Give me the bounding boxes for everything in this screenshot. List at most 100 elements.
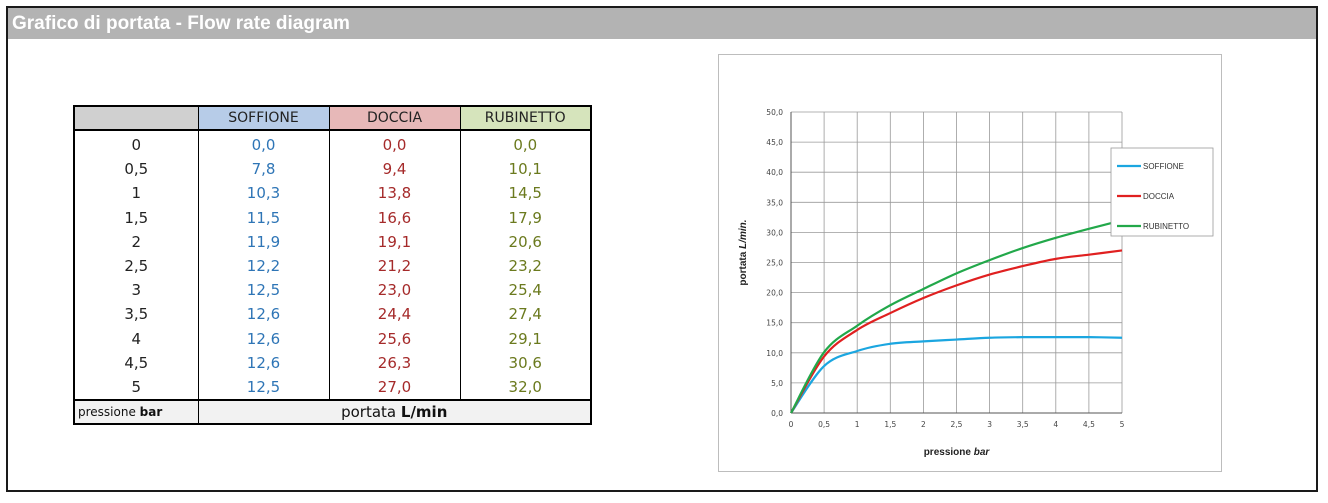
table-row: 3,5 12,6 24,4 27,4 [74, 302, 591, 327]
x-tick-label: 1 [855, 420, 860, 429]
y-tick-label: 50,0 [766, 108, 783, 117]
table-body: 0 0,0 0,0 0,0 0,5 7,8 9,4 10,1 1 10,3 13,8 14,5 1,5 1… [74, 130, 591, 401]
doccia-cell: 13,8 [328, 181, 460, 206]
x-tick-label: 3 [987, 420, 992, 429]
doccia-cell: 19,1 [328, 229, 460, 254]
soffione-cell: 12,5 [197, 278, 329, 303]
doccia-cell: 24,4 [328, 302, 460, 327]
y-tick-label: 35,0 [766, 198, 783, 207]
doccia-cell: 27,0 [328, 374, 460, 401]
y-tick-label: 30,0 [766, 228, 783, 237]
series-line-soffione [790, 336, 1123, 414]
doccia-cell: 26,3 [328, 350, 460, 375]
doccia-cell: 9,4 [328, 157, 460, 182]
soffione-cell: 12,2 [197, 253, 329, 279]
rubinetto-cell: 10,1 [459, 157, 591, 182]
y-tick-label: 10,0 [766, 349, 783, 358]
rubinetto-cell: 27,4 [459, 302, 591, 327]
y-tick-label: 25,0 [766, 259, 783, 268]
rubinetto-cell: 32,0 [459, 374, 591, 401]
pressure-cell: 2,5 [124, 257, 149, 276]
rubinetto-cell: 20,6 [459, 229, 591, 254]
pressure-cell: 5 [131, 377, 142, 396]
rubinetto-cell: 25,4 [459, 278, 591, 303]
window-title: Grafico di portata - Flow rate diagram [8, 8, 1316, 39]
soffione-cell: 7,8 [197, 157, 329, 182]
soffione-cell: 12,5 [197, 374, 329, 401]
rubinetto-cell: 0,0 [459, 130, 591, 158]
y-tick-label: 0,0 [771, 409, 783, 418]
pressure-cell: 3 [131, 281, 142, 300]
doccia-cell: 16,6 [328, 205, 460, 230]
header-doccia: DOCCIA [328, 106, 460, 131]
flow-rate-chart: 0,0 5,0 10,0 15,0 20,0 25,0 30,0 35,0 40,0 45,0 50… [718, 54, 1222, 472]
table-row: 0,5 7,8 9,4 10,1 [74, 157, 591, 182]
header-blank [74, 106, 198, 131]
y-tick-label: 15,0 [766, 319, 783, 328]
x-tick-label: 1,5 [884, 420, 896, 429]
legend-label-soffione: SOFFIONE [1143, 162, 1184, 171]
pressure-cell: 3,5 [124, 305, 149, 324]
legend-label-rubinetto: RUBINETTO [1143, 222, 1189, 231]
legend-label-doccia: DOCCIA [1143, 192, 1175, 201]
rubinetto-cell: 14,5 [459, 181, 591, 206]
y-tick-label: 20,0 [766, 289, 783, 298]
table-row: 4,5 12,6 26,3 30,6 [74, 350, 591, 375]
pressure-cell: 4 [131, 329, 142, 348]
x-axis-label: pressione bar [924, 447, 991, 458]
soffione-cell: 12,6 [197, 302, 329, 327]
doccia-cell: 25,6 [328, 326, 460, 351]
flow-unit: L/min [400, 403, 448, 422]
rubinetto-cell: 23,2 [459, 253, 591, 279]
y-axis-label: portata L/min. [738, 219, 749, 285]
table-row: 3 12,5 23,0 25,4 [74, 278, 591, 303]
table-row: 4 12,6 25,6 29,1 [74, 326, 591, 351]
table-row: 5 12,5 27,0 32,0 [74, 374, 591, 401]
table-row: 2 11,9 19,1 20,6 [74, 229, 591, 254]
doccia-cell: 0,0 [328, 130, 460, 158]
table-row: 1,5 11,5 16,6 17,9 [74, 205, 591, 230]
soffione-cell: 12,6 [197, 350, 329, 375]
pressure-unit: bar [139, 405, 163, 420]
chart-svg: 0,05,010,015,020,025,030,035,040,045,050… [738, 108, 1214, 458]
pressure-cell: 0,5 [124, 160, 149, 179]
series-line-rubinetto [790, 219, 1123, 414]
pressure-cell: 4,5 [124, 353, 149, 372]
y-tick-label: 5,0 [771, 379, 783, 388]
soffione-cell: 10,3 [197, 181, 329, 206]
table-header-row: SOFFIONE DOCCIA RUBINETTO [74, 106, 591, 131]
series-line-doccia [790, 249, 1123, 414]
pressure-cell: 0 [131, 136, 142, 155]
x-tick-label: 3,5 [1017, 420, 1029, 429]
legend-box [1110, 147, 1214, 237]
window-frame: Grafico di portata - Flow rate diagram S… [6, 6, 1318, 492]
y-tick-label: 45,0 [766, 138, 783, 147]
header-rubinetto: RUBINETTO [459, 106, 591, 131]
x-tick-label: 0 [789, 420, 794, 429]
x-tick-label: 5 [1120, 420, 1125, 429]
pressure-cell: 2 [131, 232, 142, 251]
y-tick-label: 40,0 [766, 168, 783, 177]
flow-unit-cell: portata L/min [198, 399, 591, 425]
rubinetto-cell: 29,1 [459, 326, 591, 351]
x-tick-label: 4,5 [1083, 420, 1095, 429]
pressure-cell: 1,5 [124, 208, 149, 227]
pressure-label: pressione [78, 405, 136, 420]
pressure-cell: 1 [131, 184, 142, 203]
x-tick-label: 2,5 [951, 420, 963, 429]
x-tick-label: 2 [921, 420, 926, 429]
doccia-cell: 23,0 [328, 278, 460, 303]
rubinetto-cell: 17,9 [459, 205, 591, 230]
x-tick-label: 0,5 [818, 420, 830, 429]
soffione-cell: 11,5 [197, 205, 329, 230]
rubinetto-cell: 30,6 [459, 350, 591, 375]
soffione-cell: 12,6 [197, 326, 329, 351]
table-footer-row: pressione bar portata L/min [74, 399, 591, 425]
pressure-unit-cell: pressione bar [74, 399, 199, 425]
table-row: 1 10,3 13,8 14,5 [74, 181, 591, 206]
table-row: 0 0,0 0,0 0,0 [74, 130, 591, 158]
soffione-cell: 11,9 [197, 229, 329, 254]
table-row: 2,5 12,2 21,2 23,2 [74, 253, 591, 279]
flow-rate-table: SOFFIONE DOCCIA RUBINETTO 0 0,0 0,0 0,0 0,5 7,8… [73, 105, 592, 426]
soffione-cell: 0,0 [197, 130, 329, 158]
